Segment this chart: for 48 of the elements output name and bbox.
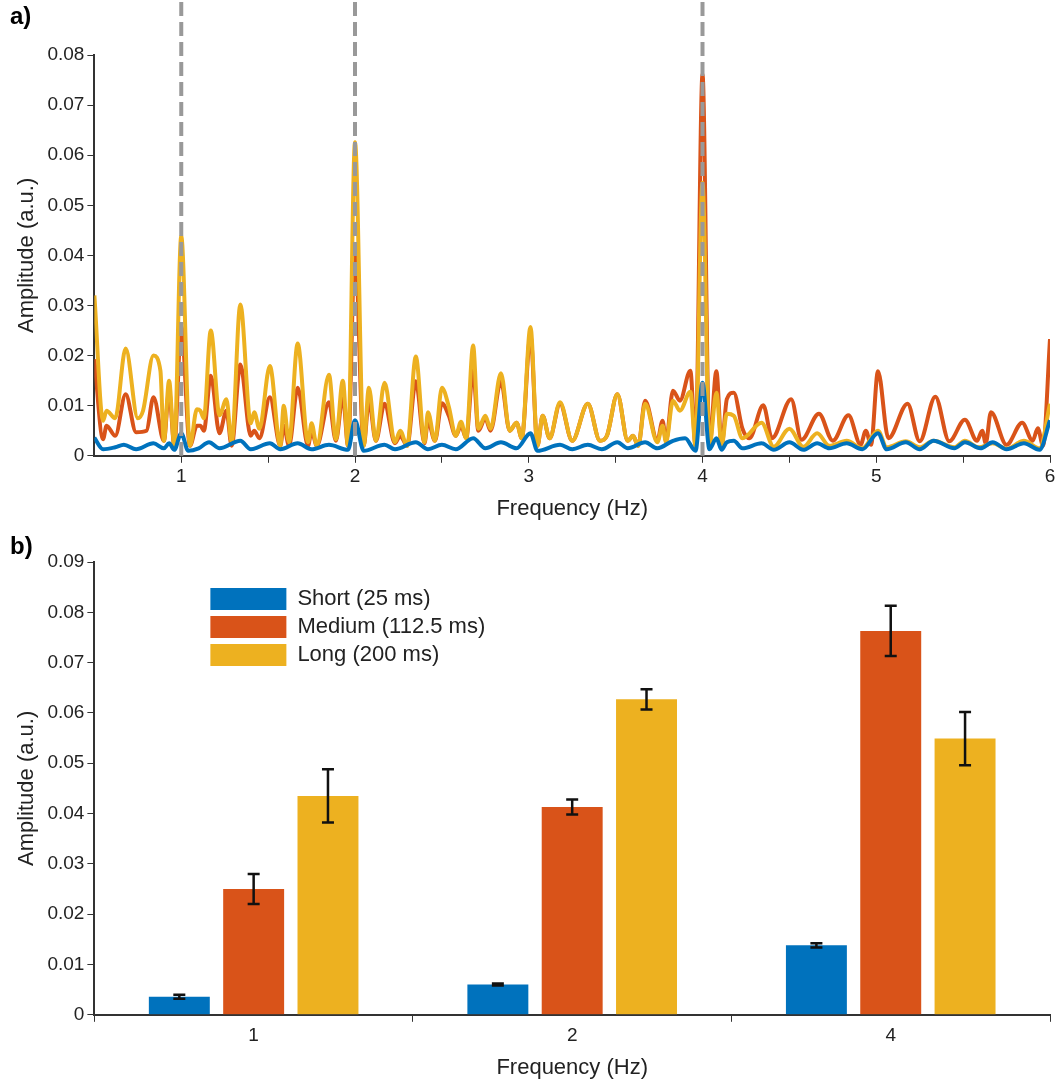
- x-tick-label: 4: [697, 465, 709, 487]
- legend-label: Long (200 ms): [297, 641, 440, 667]
- bar: [541, 807, 603, 1015]
- y-tick-label: 0.08: [47, 600, 85, 622]
- bar: [148, 996, 210, 1015]
- legend-label: Short (25 ms): [297, 585, 431, 611]
- y-tick-label: 0.07: [47, 93, 85, 115]
- y-axis-title: Amplitude (a.u.): [13, 710, 39, 867]
- y-tick-label: 0: [73, 1003, 85, 1025]
- y-tick-label: 0.04: [47, 801, 85, 823]
- legend-label: Medium (112.5 ms): [297, 613, 486, 639]
- y-tick-label: 0.06: [47, 701, 85, 723]
- y-tick-label: 0.01: [47, 952, 85, 974]
- bar: [616, 699, 677, 1015]
- text: b): [10, 532, 33, 560]
- y-tick-label: 0: [73, 444, 85, 466]
- text: a): [10, 2, 32, 30]
- bar: [467, 984, 529, 1015]
- x-axis-title: Frequency (Hz): [496, 494, 648, 520]
- x-tick-label: 3: [523, 465, 535, 487]
- bar: [860, 630, 922, 1015]
- bar: [785, 945, 847, 1015]
- bar: [934, 738, 996, 1015]
- y-axis-title: Amplitude (a.u.): [13, 177, 39, 334]
- x-tick-label: 5: [870, 465, 882, 487]
- y-tick-label: 0.06: [47, 143, 85, 165]
- y-tick-label: 0.05: [47, 193, 85, 215]
- x-tick-label: 4: [885, 1024, 897, 1046]
- bar: [223, 889, 285, 1015]
- bar: [297, 795, 359, 1015]
- y-tick-label: 0.05: [47, 751, 85, 773]
- x-axis-title: Frequency (Hz): [496, 1053, 648, 1079]
- line-series: [94, 140, 1050, 451]
- y-tick-label: 0.04: [47, 243, 85, 265]
- y-tick-label: 0.02: [47, 343, 85, 365]
- y-tick-label: 0.09: [47, 550, 85, 572]
- y-tick-label: 0.02: [47, 902, 85, 924]
- x-tick-label: 2: [566, 1024, 578, 1046]
- x-tick-label: 1: [175, 465, 187, 487]
- x-tick-label: 6: [1044, 465, 1056, 487]
- line-series: [94, 380, 1050, 453]
- y-tick-label: 0.03: [47, 293, 85, 315]
- x-tick-label: 2: [349, 465, 361, 487]
- y-tick-label: 0.03: [47, 852, 85, 874]
- y-tick-label: 0.01: [47, 393, 85, 415]
- y-tick-label: 0.07: [47, 650, 85, 672]
- y-tick-label: 0.08: [47, 43, 85, 65]
- x-tick-label: 1: [248, 1024, 259, 1046]
